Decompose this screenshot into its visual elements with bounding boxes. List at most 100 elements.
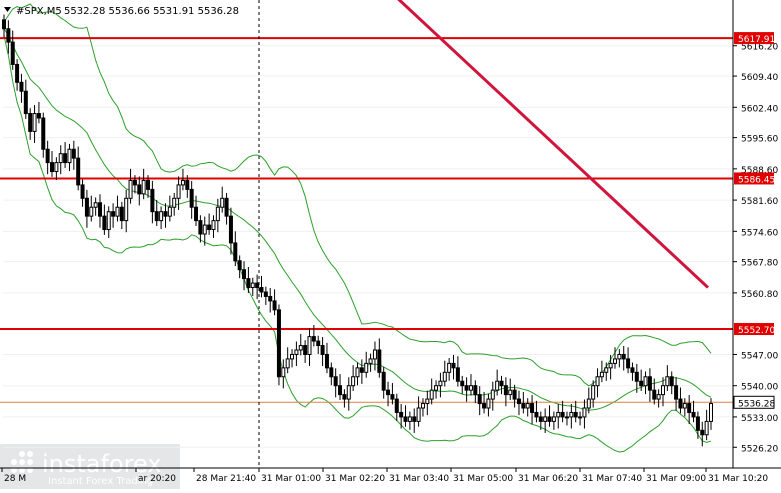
candle-body[interactable] <box>512 389 517 400</box>
candle-body[interactable] <box>442 371 447 382</box>
candle-body[interactable] <box>486 398 491 409</box>
candle-body[interactable] <box>189 188 194 208</box>
candle-body[interactable] <box>41 117 46 150</box>
candle-body[interactable] <box>351 376 356 387</box>
candle-body[interactable] <box>220 197 225 208</box>
candle-body[interactable] <box>106 211 111 231</box>
candle-body[interactable] <box>185 179 190 190</box>
candle-body[interactable] <box>582 407 587 418</box>
candle-body[interactable] <box>612 358 617 364</box>
candle-body[interactable] <box>669 376 674 387</box>
candle-body[interactable] <box>573 411 578 418</box>
candle-body[interactable] <box>290 353 295 360</box>
candle-body[interactable] <box>530 403 535 413</box>
candle-body[interactable] <box>682 403 687 409</box>
candle-body[interactable] <box>643 376 648 387</box>
candle-body[interactable] <box>98 202 103 217</box>
candle-body[interactable] <box>687 403 692 413</box>
candle-body[interactable] <box>556 411 561 418</box>
candle-body[interactable] <box>128 179 133 199</box>
candle-body[interactable] <box>547 416 552 422</box>
candle-body[interactable] <box>250 282 255 289</box>
candle-body[interactable] <box>333 376 338 387</box>
candle-body[interactable] <box>54 162 59 173</box>
candle-body[interactable] <box>447 362 452 373</box>
candle-body[interactable] <box>255 282 260 289</box>
candle-body[interactable] <box>482 403 487 409</box>
candle-body[interactable] <box>246 278 251 289</box>
candle-body[interactable] <box>141 179 146 195</box>
candle-body[interactable] <box>604 367 609 373</box>
candle-body[interactable] <box>473 385 478 396</box>
candle-body[interactable] <box>429 389 434 400</box>
candle-body[interactable] <box>543 416 548 422</box>
candle-body[interactable] <box>324 353 329 369</box>
candle-body[interactable] <box>76 157 81 186</box>
candle-body[interactable] <box>80 184 85 199</box>
candle-body[interactable] <box>45 148 50 164</box>
candle-body[interactable] <box>102 215 107 231</box>
candle-body[interactable] <box>709 403 713 422</box>
candle-body[interactable] <box>146 179 151 190</box>
candle-body[interactable] <box>23 90 28 115</box>
candle-body[interactable] <box>207 224 212 231</box>
candle-body[interactable] <box>211 220 216 231</box>
candle-body[interactable] <box>303 345 308 355</box>
candle-body[interactable] <box>202 224 207 235</box>
candle-body[interactable] <box>455 367 460 382</box>
candle-body[interactable] <box>551 416 556 422</box>
candle-body[interactable] <box>381 371 386 391</box>
candle-body[interactable] <box>307 336 312 355</box>
candle-body[interactable] <box>259 287 264 293</box>
candle-body[interactable] <box>311 336 316 342</box>
candlesticks[interactable] <box>2 14 713 447</box>
candle-body[interactable] <box>233 242 238 262</box>
candle-body[interactable] <box>329 367 334 378</box>
candle-body[interactable] <box>412 416 417 422</box>
candle-body[interactable] <box>451 362 456 369</box>
candle-body[interactable] <box>84 197 89 217</box>
candle-body[interactable] <box>298 345 303 351</box>
candle-body[interactable] <box>495 380 500 391</box>
candle-body[interactable] <box>36 113 41 119</box>
candle-body[interactable] <box>198 220 203 235</box>
candle-body[interactable] <box>468 385 473 391</box>
candle-body[interactable] <box>50 162 55 173</box>
candle-body[interactable] <box>538 416 543 422</box>
candle-body[interactable] <box>678 398 683 409</box>
candle-body[interactable] <box>119 206 124 222</box>
candle-body[interactable] <box>172 197 177 208</box>
candle-body[interactable] <box>377 349 382 373</box>
candle-body[interactable] <box>124 197 129 222</box>
candle-body[interactable] <box>368 358 373 364</box>
candle-body[interactable] <box>228 215 233 244</box>
candle-body[interactable] <box>364 362 369 373</box>
candle-body[interactable] <box>599 371 604 378</box>
candle-body[interactable] <box>359 367 364 373</box>
candle-body[interactable] <box>634 371 639 382</box>
candle-body[interactable] <box>595 376 600 387</box>
candle-body[interactable] <box>176 184 181 199</box>
candle-body[interactable] <box>665 376 670 387</box>
candle-body[interactable] <box>477 394 482 405</box>
candle-body[interactable] <box>32 113 37 132</box>
candle-body[interactable] <box>346 385 351 400</box>
candle-body[interactable] <box>399 411 404 418</box>
candle-body[interactable] <box>28 113 33 132</box>
candle-body[interactable] <box>652 389 657 400</box>
candle-body[interactable] <box>268 295 273 302</box>
candle-body[interactable] <box>294 349 299 355</box>
candle-body[interactable] <box>2 19 6 30</box>
candle-body[interactable] <box>372 349 377 360</box>
candle-body[interactable] <box>608 362 613 369</box>
candle-body[interactable] <box>71 148 76 159</box>
candle-body[interactable] <box>194 206 199 222</box>
candle-body[interactable] <box>137 184 142 195</box>
candle-body[interactable] <box>93 202 98 208</box>
trend-line[interactable] <box>368 0 710 289</box>
candle-body[interactable] <box>390 394 395 400</box>
candle-body[interactable] <box>394 398 399 413</box>
candle-body[interactable] <box>464 385 469 391</box>
candle-body[interactable] <box>704 420 709 436</box>
